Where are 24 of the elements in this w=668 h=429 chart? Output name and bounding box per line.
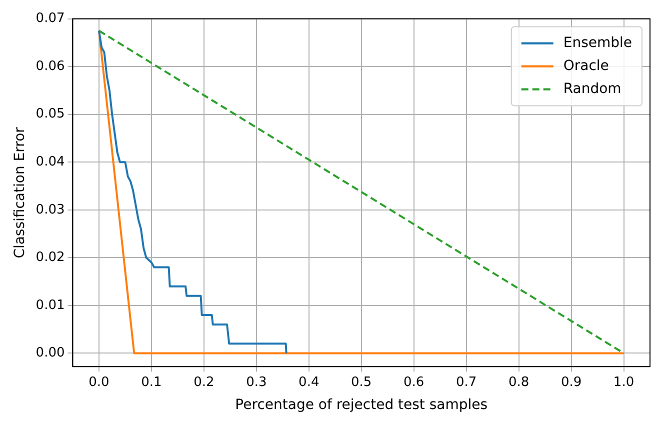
x-tick-label: 0.9 — [560, 374, 582, 390]
y-tick-label: 0.03 — [36, 202, 65, 218]
x-tick-label: 0.5 — [351, 374, 372, 390]
y-tick-label: 0.05 — [36, 106, 65, 122]
x-tick-label: 0.8 — [508, 374, 530, 390]
x-tick-label: 0.7 — [456, 374, 477, 390]
y-tick-label: 0.00 — [36, 346, 65, 361]
y-tick-label: 0.04 — [36, 154, 65, 170]
legend-label: Ensemble — [563, 34, 632, 51]
x-axis-title: Percentage of rejected test samples — [235, 397, 488, 414]
x-tick-label: 1.0 — [613, 374, 634, 390]
y-axis-title: Classification Error — [12, 126, 28, 258]
y-tick-label: 0.07 — [36, 11, 65, 26]
x-tick-label: 0.0 — [88, 374, 110, 390]
y-tick-label: 0.06 — [36, 58, 65, 74]
legend-label: Random — [563, 80, 622, 97]
legend-label: Oracle — [563, 58, 609, 74]
x-tick-label: 0.3 — [246, 374, 267, 390]
x-tick-label: 0.4 — [298, 374, 320, 390]
y-tick-label: 0.02 — [36, 250, 65, 266]
x-tick-label: 0.2 — [194, 374, 214, 390]
y-tick-label: 0.01 — [36, 298, 65, 313]
x-tick-label: 0.1 — [141, 374, 162, 390]
x-tick-label: 0.6 — [404, 374, 424, 390]
